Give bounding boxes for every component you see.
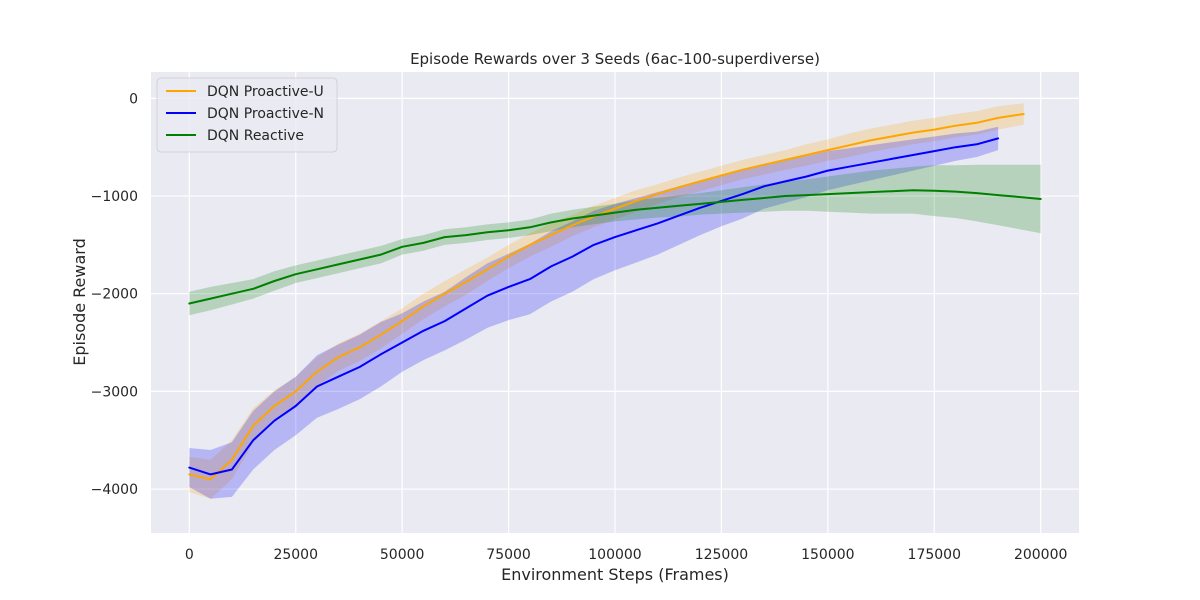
x-tick-label: 125000 [695, 547, 748, 563]
legend-label-proactive-u: DQN Proactive-U [207, 84, 324, 100]
band-reactive [189, 164, 1041, 316]
x-axis-label: Environment Steps (Frames) [501, 565, 729, 584]
x-tick-label: 0 [185, 547, 194, 563]
legend: DQN Proactive-U DQN Proactive-N DQN Reac… [156, 77, 338, 153]
x-tick-label: 25000 [273, 547, 318, 563]
y-gridlines [151, 97, 1079, 490]
y-tick-label: −2000 [91, 287, 138, 303]
series-lines [188, 113, 1042, 481]
band-proactive-n [189, 126, 999, 499]
x-tick-label: 75000 [486, 547, 531, 563]
series-line-proactive-n [188, 137, 1000, 476]
x-tick-label: 100000 [588, 547, 641, 563]
series-line-proactive-u [188, 113, 1025, 481]
legend-box [156, 77, 338, 153]
series-line-reactive [188, 189, 1042, 305]
legend-entry-proactive-u: DQN Proactive-U [166, 84, 324, 100]
y-tick-label: −3000 [91, 384, 138, 400]
x-tick-label: 50000 [380, 547, 425, 563]
x-tick-label: 200000 [1014, 547, 1067, 563]
y-axis-label: Episode Reward [70, 238, 89, 366]
x-tick-labels: 0 25000 50000 75000 100000 125000 150000 175000… [185, 547, 1068, 563]
y-tick-label: −4000 [91, 482, 138, 498]
legend-label-proactive-n: DQN Proactive-N [207, 106, 324, 122]
legend-entry-proactive-n: DQN Proactive-N [166, 106, 324, 122]
y-tick-label: 0 [129, 91, 138, 107]
legend-entry-reactive: DQN Reactive [166, 128, 304, 144]
y-tick-labels: 0 −1000 −2000 −3000 −4000 [91, 91, 138, 498]
x-tick-label: 175000 [908, 547, 961, 563]
x-tick-label: 150000 [801, 547, 854, 563]
y-tick-label: −1000 [91, 189, 138, 205]
chart-title: Episode Rewards over 3 Seeds (6ac-100-su… [410, 50, 820, 68]
legend-label-reactive: DQN Reactive [207, 128, 304, 144]
confidence-bands [189, 103, 1041, 499]
